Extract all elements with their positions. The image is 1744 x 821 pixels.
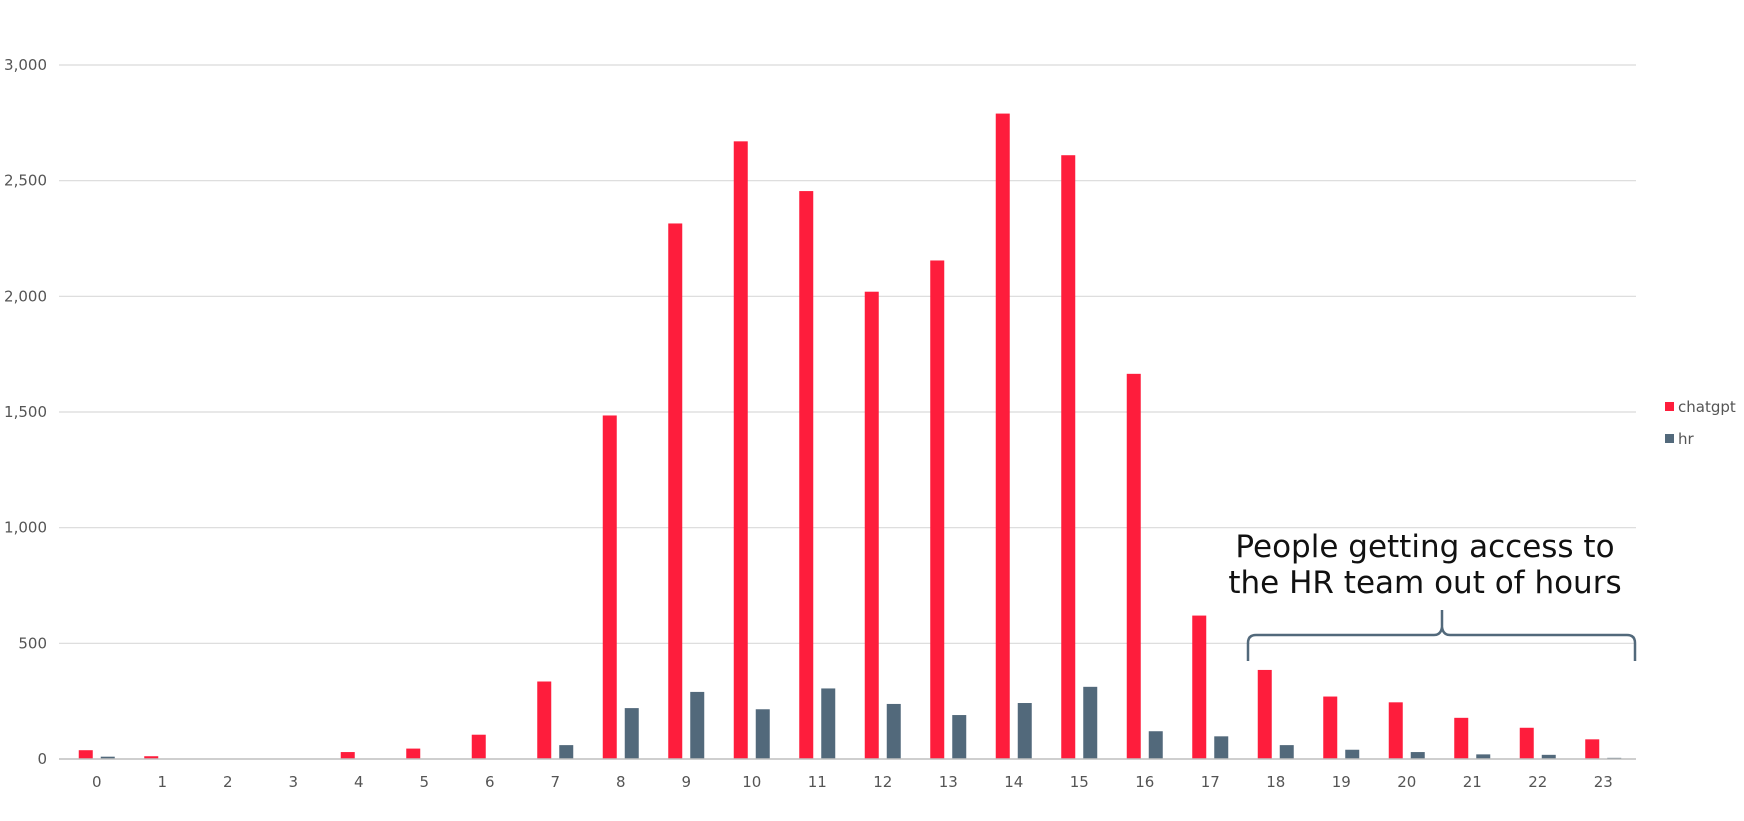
bar-chatgpt (1388, 702, 1403, 759)
bar-hr (755, 709, 770, 759)
y-tick-label: 0 (37, 750, 47, 768)
annotation-brace (1246, 610, 1637, 661)
x-tick-label: 17 (1201, 773, 1220, 791)
y-tick-label: 2,500 (4, 172, 47, 190)
bar-hr (1214, 736, 1229, 759)
bar-hr (1345, 749, 1360, 759)
x-tick-label: 5 (419, 773, 429, 791)
bar-hr (952, 715, 967, 759)
bar-chatgpt (471, 734, 486, 759)
y-tick-label: 3,000 (4, 56, 47, 74)
x-tick-label: 6 (485, 773, 495, 791)
bar-chatgpt (668, 223, 683, 760)
legend-label-chatgpt: chatgpt (1678, 398, 1736, 416)
x-tick-label: 21 (1463, 773, 1482, 791)
x-tick-label: 7 (550, 773, 560, 791)
annotation: People getting access to the HR team out… (1228, 529, 1637, 661)
bar-hr (1279, 745, 1294, 759)
x-tick-label: 4 (354, 773, 364, 791)
bar-chatgpt (864, 291, 879, 759)
x-axis-ticks: 0 1 2 3 4 5 6 7 8 9 10 11 12 13 14 15 16 17 18 19 20 21 22 23 (92, 773, 1613, 791)
bar-hr (1410, 752, 1425, 759)
annotation-line-2: the HR team out of hours (1228, 565, 1621, 601)
x-tick-label: 10 (742, 773, 761, 791)
bar-chatgpt (1257, 669, 1272, 759)
bar-chatgpt (995, 113, 1010, 759)
x-tick-label: 0 (92, 773, 102, 791)
bar-chatgpt (733, 141, 748, 760)
x-tick-label: 22 (1528, 773, 1547, 791)
x-tick-label: 11 (808, 773, 827, 791)
bar-chatgpt (340, 752, 355, 759)
legend-swatch-chatgpt (1665, 402, 1674, 411)
bar-hr (100, 756, 115, 759)
y-tick-label: 500 (18, 634, 47, 652)
x-tick-label: 23 (1594, 773, 1613, 791)
bar-chatgpt (1323, 696, 1338, 759)
bar-chatgpt (78, 750, 93, 759)
bar-chatgpt (799, 191, 814, 759)
bar-chatgpt (602, 415, 617, 759)
bar-chatgpt (1192, 615, 1207, 759)
x-tick-label: 2 (223, 773, 233, 791)
legend: chatgpt hr (1665, 398, 1736, 448)
x-tick-label: 13 (939, 773, 958, 791)
y-tick-label: 1,500 (4, 403, 47, 421)
x-tick-label: 14 (1004, 773, 1023, 791)
bar-chatgpt (406, 748, 421, 759)
x-tick-label: 3 (288, 773, 298, 791)
y-tick-label: 1,000 (4, 519, 47, 537)
gridlines (59, 64, 1636, 644)
bar-chatgpt (1585, 739, 1600, 759)
x-tick-label: 8 (616, 773, 626, 791)
bar-hr (1017, 703, 1032, 759)
x-tick-label: 18 (1266, 773, 1285, 791)
bar-chatgpt (144, 756, 159, 759)
bar-chatgpt (537, 681, 552, 759)
bar-chatgpt (1454, 717, 1469, 759)
bar-hr (1083, 686, 1098, 759)
x-tick-label: 15 (1070, 773, 1089, 791)
y-axis-ticks: 0 500 1,000 1,500 2,000 2,500 3,000 (4, 56, 47, 768)
bar-hr (624, 708, 639, 759)
bar-hr (1476, 754, 1491, 759)
bar-hr (1148, 731, 1163, 759)
y-tick-label: 2,000 (4, 287, 47, 305)
bar-chatgpt (930, 260, 945, 759)
bar-chatgpt (1061, 155, 1076, 760)
x-tick-label: 12 (873, 773, 892, 791)
legend-label-hr: hr (1678, 430, 1695, 448)
bar-chatgpt (1126, 373, 1141, 759)
x-tick-label: 9 (681, 773, 691, 791)
x-tick-label: 19 (1332, 773, 1351, 791)
x-tick-label: 16 (1135, 773, 1154, 791)
bars (78, 113, 1622, 760)
annotation-line-1: People getting access to (1235, 529, 1614, 565)
bar-hr (690, 691, 705, 759)
bar-hr (559, 745, 574, 759)
x-tick-label: 20 (1397, 773, 1416, 791)
bar-chatgpt (1519, 727, 1534, 759)
bar-hr (886, 703, 901, 759)
x-tick-label: 1 (157, 773, 167, 791)
bar-hr (1541, 754, 1556, 759)
bar-hr (821, 688, 836, 759)
legend-swatch-hr (1665, 434, 1674, 443)
